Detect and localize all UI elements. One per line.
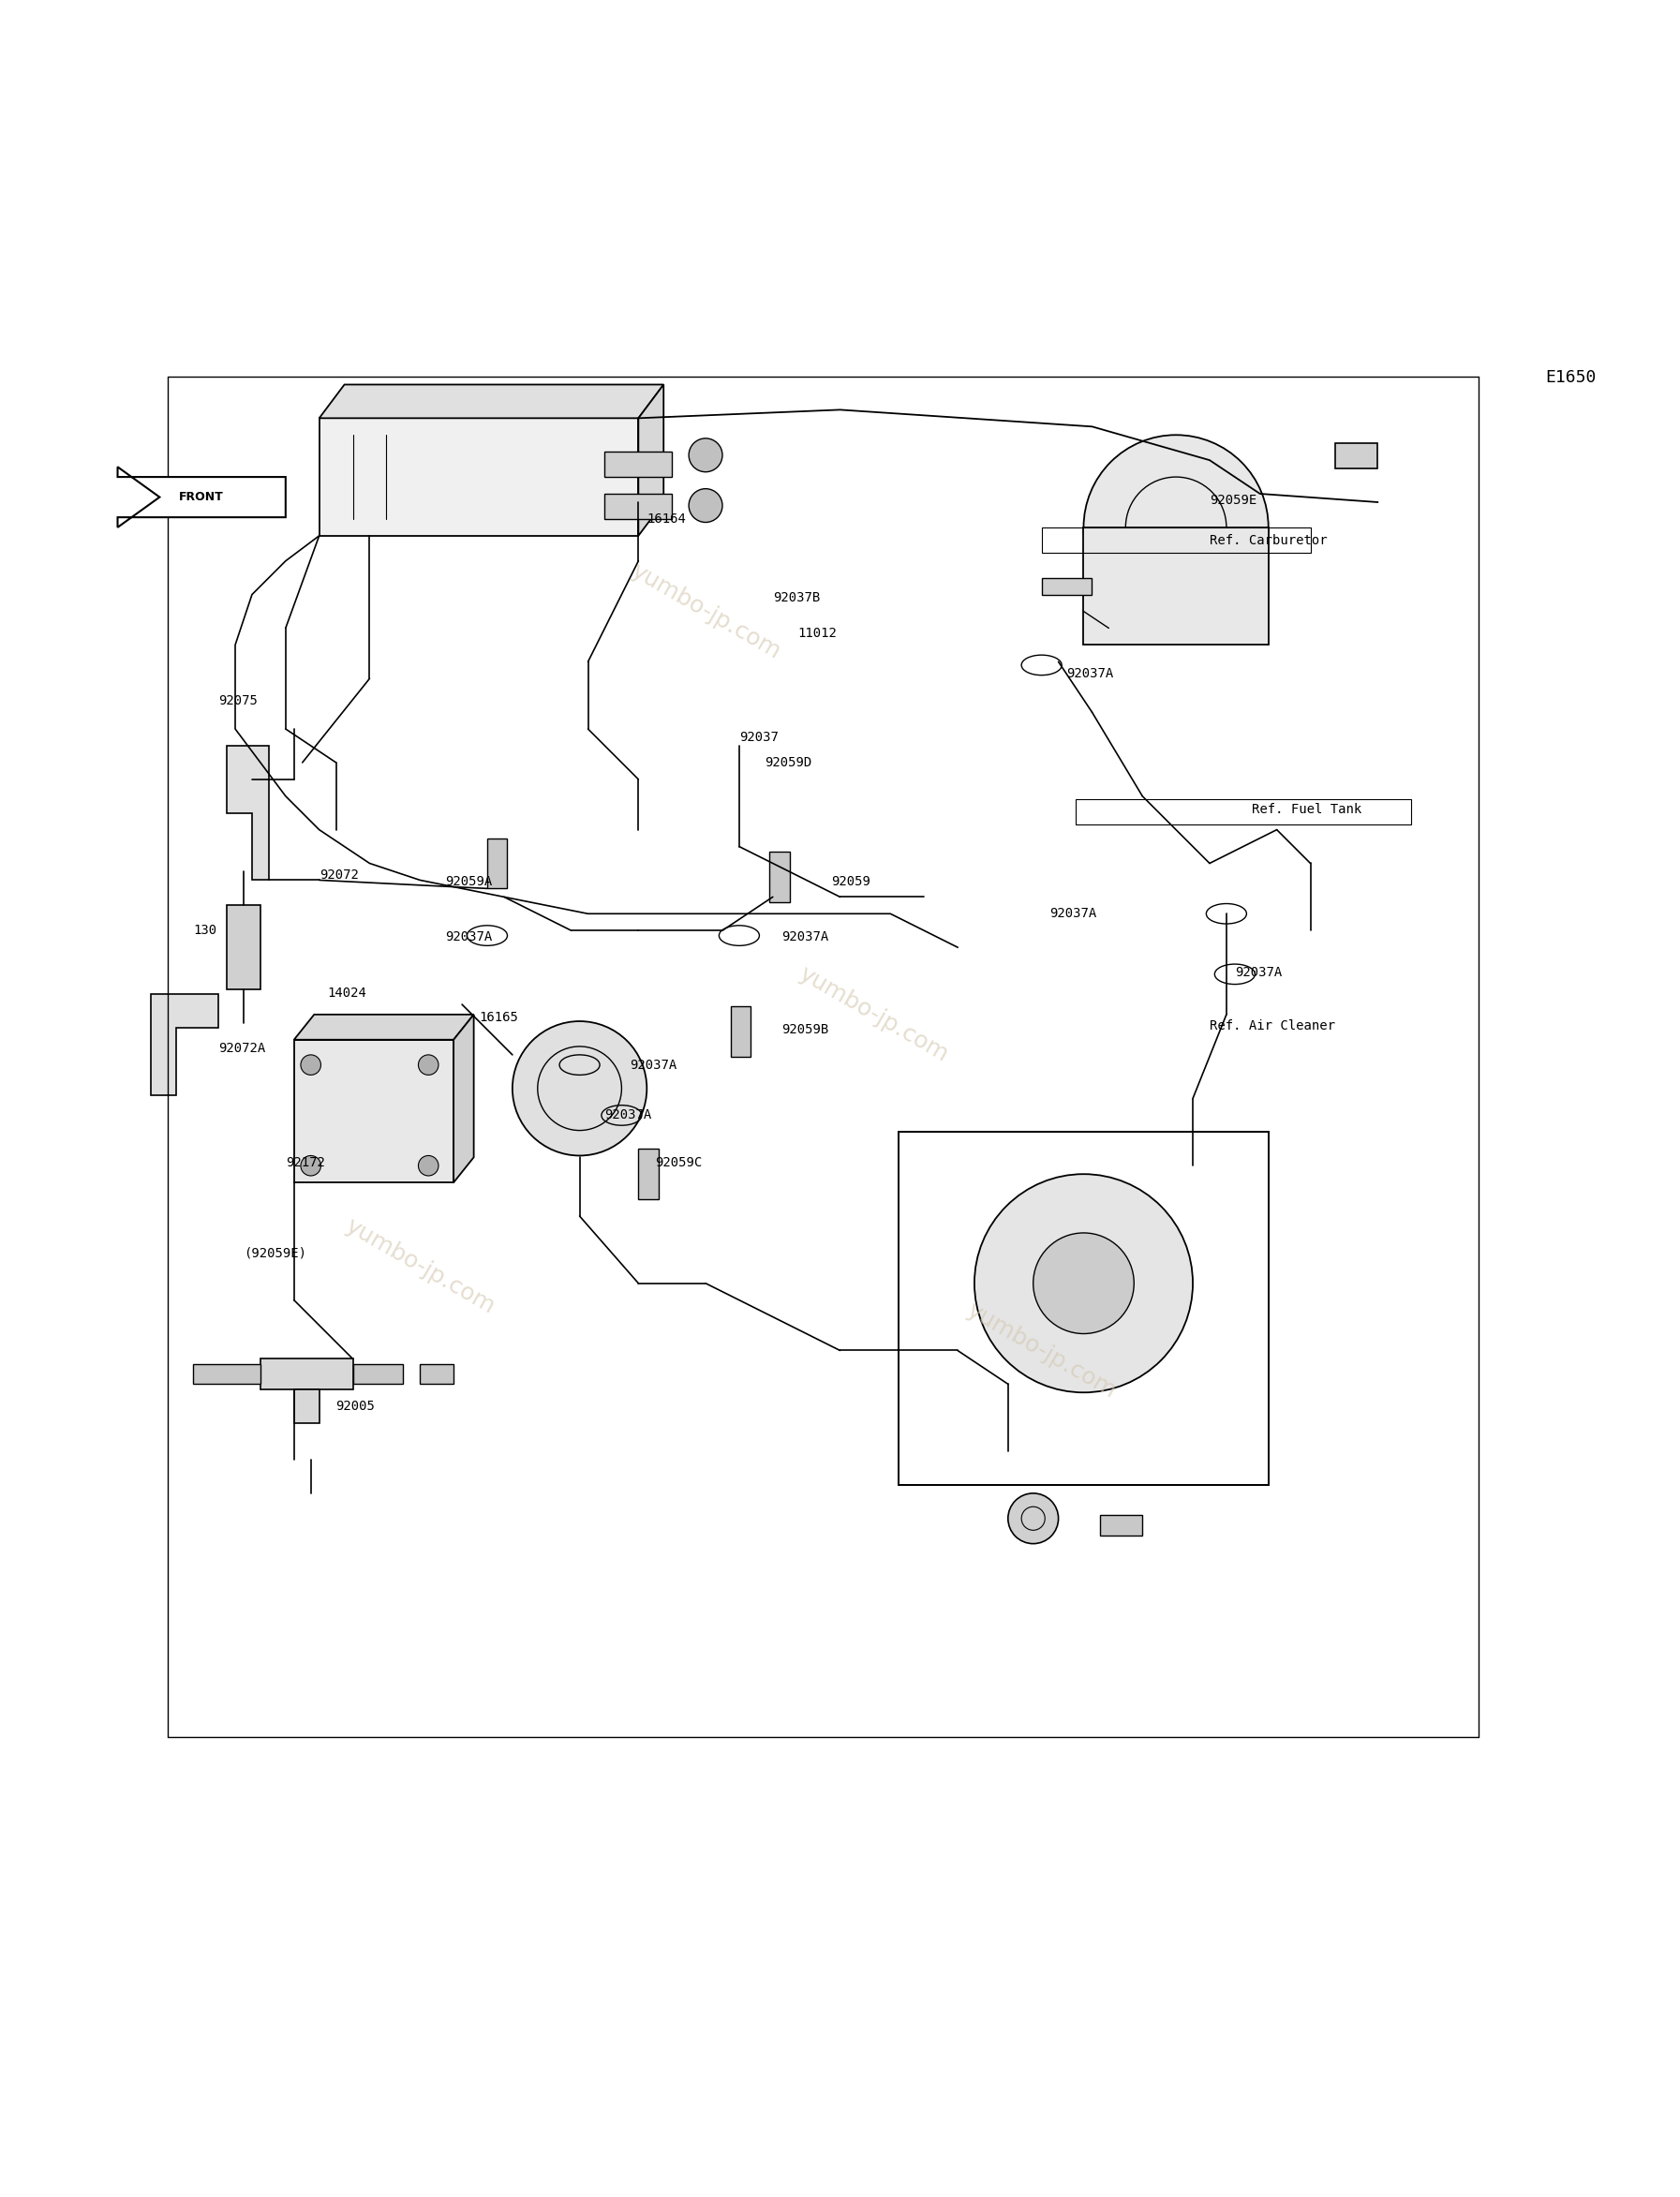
Bar: [353, 1364, 403, 1384]
Bar: [294, 1039, 454, 1182]
Text: E1650: E1650: [1546, 369, 1596, 387]
Bar: [899, 1131, 1268, 1485]
Text: 92037A: 92037A: [1067, 668, 1114, 681]
Text: 92037A: 92037A: [630, 1059, 677, 1072]
Text: 92072: 92072: [319, 868, 358, 881]
Circle shape: [1084, 435, 1268, 620]
Text: 92059D: 92059D: [764, 756, 811, 769]
Text: 92059: 92059: [832, 874, 870, 888]
Polygon shape: [294, 1015, 474, 1039]
Text: Ref. Air Cleaner: Ref. Air Cleaner: [1210, 1019, 1336, 1033]
Bar: [420, 1364, 454, 1384]
Bar: [1075, 800, 1411, 824]
Text: 16164: 16164: [647, 512, 685, 525]
Polygon shape: [319, 384, 664, 417]
Text: 92075: 92075: [218, 694, 257, 707]
Bar: [731, 1006, 751, 1057]
Circle shape: [1033, 1233, 1134, 1334]
Bar: [260, 1360, 353, 1389]
Text: FRONT: FRONT: [180, 490, 223, 503]
Text: 92037A: 92037A: [445, 932, 492, 945]
Text: 130: 130: [193, 925, 217, 938]
Text: yumbo-jp.com: yumbo-jp.com: [963, 1298, 1121, 1402]
Text: Ref. Fuel Tank: Ref. Fuel Tank: [1252, 804, 1361, 815]
Text: yumbo-jp.com: yumbo-jp.com: [341, 1215, 499, 1318]
Bar: [487, 837, 507, 888]
Text: 92059E: 92059E: [1210, 494, 1257, 508]
Text: (92059E): (92059E): [244, 1246, 306, 1259]
Bar: [899, 1131, 1268, 1485]
Circle shape: [301, 1156, 321, 1175]
Text: 92037A: 92037A: [605, 1109, 652, 1123]
Circle shape: [689, 488, 722, 523]
Bar: [227, 905, 260, 989]
Text: 92172: 92172: [286, 1156, 324, 1169]
Circle shape: [418, 1055, 438, 1074]
Polygon shape: [454, 1015, 474, 1182]
Circle shape: [512, 1022, 647, 1156]
Text: 92037A: 92037A: [1235, 967, 1282, 980]
Polygon shape: [227, 745, 269, 881]
Bar: [769, 852, 790, 903]
Text: 92059A: 92059A: [445, 874, 492, 888]
Text: 92059B: 92059B: [781, 1024, 828, 1037]
Text: 11012: 11012: [798, 626, 837, 639]
Bar: [1100, 1516, 1142, 1536]
Circle shape: [418, 1156, 438, 1175]
Polygon shape: [118, 468, 286, 527]
Circle shape: [301, 1055, 321, 1074]
Circle shape: [689, 439, 722, 472]
Bar: [193, 1364, 260, 1384]
Text: 92037: 92037: [739, 732, 778, 745]
Text: yumbo-jp.com: yumbo-jp.com: [627, 560, 785, 663]
Text: 92037A: 92037A: [781, 932, 828, 945]
Bar: [638, 1149, 659, 1200]
Text: 92005: 92005: [336, 1399, 375, 1413]
Polygon shape: [151, 995, 218, 1094]
Text: 92059C: 92059C: [655, 1156, 702, 1169]
Text: 92037A: 92037A: [1050, 907, 1097, 921]
Text: 92072A: 92072A: [218, 1041, 265, 1055]
Bar: [605, 494, 672, 518]
Bar: [1042, 527, 1310, 554]
Polygon shape: [638, 384, 664, 536]
Text: Ref. Carburetor: Ref. Carburetor: [1210, 534, 1327, 547]
Text: 16165: 16165: [479, 1011, 517, 1024]
Bar: [319, 417, 638, 536]
Text: yumbo-jp.com: yumbo-jp.com: [795, 962, 953, 1066]
Text: 92037B: 92037B: [773, 591, 820, 604]
Polygon shape: [1042, 578, 1092, 595]
Circle shape: [1008, 1494, 1058, 1544]
Bar: [1336, 444, 1378, 468]
Circle shape: [974, 1173, 1193, 1393]
Text: 14024: 14024: [328, 986, 366, 1000]
Bar: [1084, 527, 1268, 646]
Bar: [605, 453, 672, 477]
Bar: [294, 1389, 319, 1424]
